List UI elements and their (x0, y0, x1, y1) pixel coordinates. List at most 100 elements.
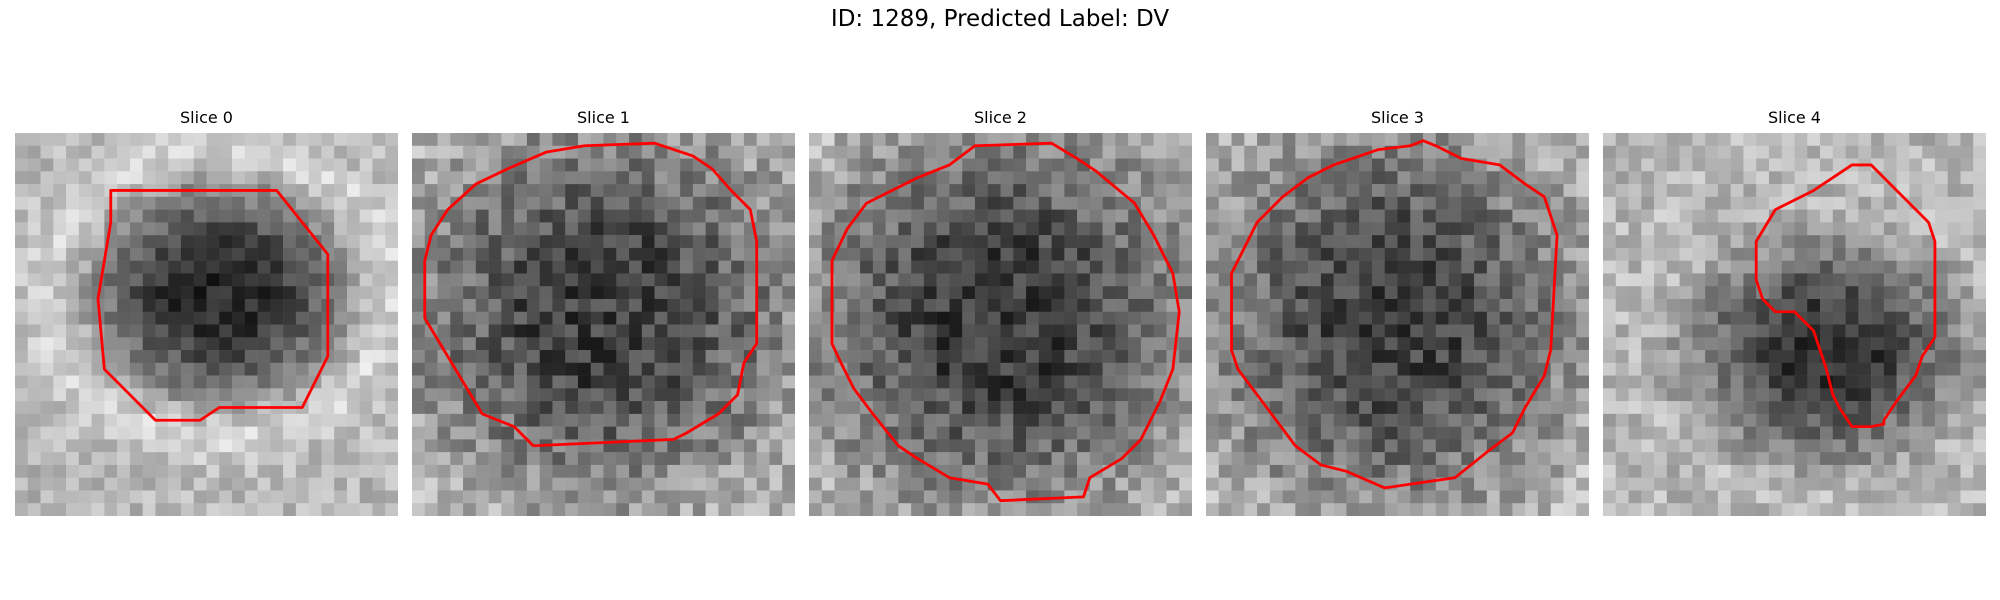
pixel (962, 158, 976, 172)
pixel (1705, 235, 1719, 249)
pixel (641, 375, 655, 389)
pixel (756, 503, 770, 516)
pixel (974, 350, 988, 364)
pixel (692, 324, 706, 338)
pixel (206, 503, 220, 516)
pixel (1153, 350, 1167, 364)
pixel (590, 247, 604, 261)
pixel (1820, 133, 1834, 147)
pixel (1512, 439, 1526, 453)
pixel (1947, 209, 1961, 223)
pixel (1231, 490, 1245, 504)
pixel (1537, 171, 1551, 185)
pixel (475, 413, 489, 427)
pixel (872, 503, 886, 516)
pixel (1397, 388, 1411, 402)
pixel (334, 337, 348, 351)
pixel (1474, 196, 1488, 210)
pixel (1013, 477, 1027, 491)
pixel (1858, 362, 1872, 376)
pixel (629, 452, 643, 466)
pixel (1628, 196, 1642, 210)
pixel (539, 222, 553, 236)
pixel (692, 362, 706, 376)
pixel (616, 464, 630, 478)
pixel (1423, 324, 1437, 338)
pixel (1896, 311, 1910, 325)
pixel (372, 298, 386, 312)
pixel (1448, 388, 1462, 402)
pixel (1973, 298, 1986, 312)
pixel (1486, 413, 1500, 427)
pixel (1077, 337, 1091, 351)
pixel (168, 260, 182, 274)
pixel (1218, 209, 1232, 223)
pixel (372, 464, 386, 478)
pixel (1435, 413, 1449, 427)
pixel (1282, 311, 1296, 325)
pixel (1641, 490, 1655, 504)
pixel (923, 426, 937, 440)
pixel (1000, 222, 1014, 236)
pixel (872, 426, 886, 440)
pixel (590, 133, 604, 147)
pixel (603, 311, 617, 325)
pixel (1896, 171, 1910, 185)
pixel (923, 452, 937, 466)
pixel (1537, 145, 1551, 159)
pixel (1820, 413, 1834, 427)
pixel (1435, 133, 1449, 147)
pixel (680, 337, 694, 351)
pixel (1359, 439, 1373, 453)
pixel (590, 426, 604, 440)
pixel (1820, 503, 1834, 516)
pixel (1218, 401, 1232, 415)
pixel (1525, 350, 1539, 364)
pixel (1231, 503, 1245, 516)
pixel (1743, 184, 1757, 198)
pixel (1346, 184, 1360, 198)
pixel (1384, 222, 1398, 236)
pixel (769, 209, 783, 223)
pixel (1641, 413, 1655, 427)
pixel (1499, 503, 1513, 516)
pixel (756, 426, 770, 440)
pixel (488, 401, 502, 415)
pixel (1346, 426, 1360, 440)
pixel (15, 362, 29, 376)
pixel (1115, 311, 1129, 325)
pixel (1077, 196, 1091, 210)
pixel (1743, 337, 1757, 351)
pixel (488, 247, 502, 261)
pixel (40, 209, 54, 223)
pixel (552, 273, 566, 287)
pixel (974, 171, 988, 185)
pixel (1820, 439, 1834, 453)
pixel (743, 286, 757, 300)
pixel (1947, 286, 1961, 300)
pixel (705, 362, 719, 376)
pixel (180, 145, 194, 159)
pixel (1820, 235, 1834, 249)
pixel (1486, 362, 1500, 376)
pixel (1615, 503, 1629, 516)
pixel (1282, 401, 1296, 415)
pixel (898, 222, 912, 236)
pixel (270, 133, 284, 147)
pixel (603, 184, 617, 198)
pixel (872, 260, 886, 274)
pixel (885, 452, 899, 466)
pixel (1244, 286, 1258, 300)
pixel (412, 247, 426, 261)
pixel (40, 158, 54, 172)
pixel (949, 235, 963, 249)
pixel (1179, 184, 1192, 198)
pixel (206, 426, 220, 440)
pixel (1038, 362, 1052, 376)
pixel (66, 324, 80, 338)
pixel (66, 286, 80, 300)
pixel (782, 426, 795, 440)
pixel (1730, 260, 1744, 274)
pixel (1026, 158, 1040, 172)
pixel (1692, 439, 1706, 453)
